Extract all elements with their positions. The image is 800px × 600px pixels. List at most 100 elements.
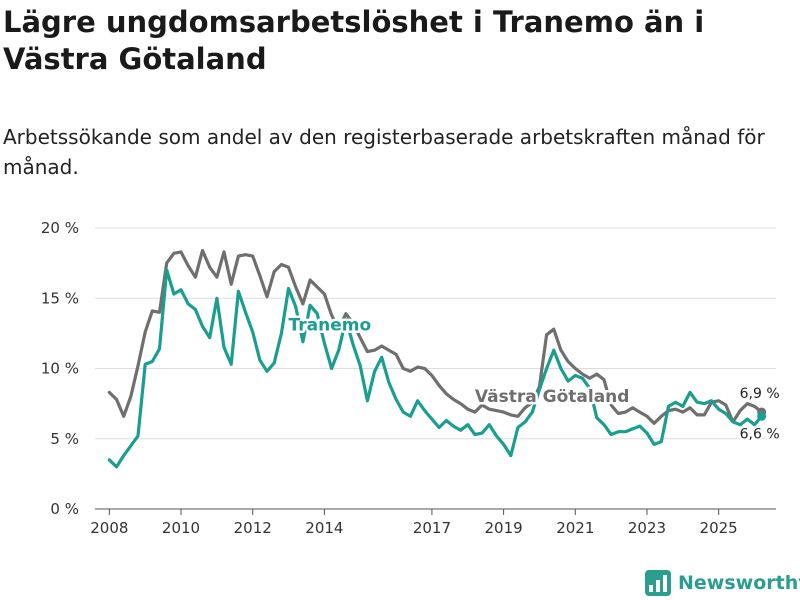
data-point-s1-71: [617, 431, 619, 433]
data-point-s1-24: [280, 332, 282, 334]
data-point-s0-80: [682, 411, 684, 413]
series-label-0: Västra Götaland: [475, 387, 630, 407]
data-point-s0-41: [402, 367, 404, 369]
data-point-s1-20: [252, 331, 254, 333]
data-point-s1-74: [639, 425, 641, 427]
end-value-label-0: 6,9 %: [740, 386, 780, 402]
data-point-s1-61: [545, 367, 547, 369]
data-point-s1-17: [230, 363, 232, 365]
x-tick-label: 2019: [485, 519, 523, 537]
data-point-s1-38: [381, 356, 383, 358]
data-point-s0-49: [459, 402, 461, 404]
data-point-s0-73: [631, 407, 633, 409]
data-point-s0-68: [596, 373, 598, 375]
data-point-s0-64: [567, 360, 569, 362]
data-point-s0-40: [395, 353, 397, 355]
data-point-s0-22: [266, 296, 268, 298]
data-point-s1-7: [158, 348, 160, 350]
data-point-s1-12: [194, 308, 196, 310]
x-tick-label: 2008: [90, 519, 128, 537]
data-point-s1-86: [725, 412, 727, 414]
x-axis: 2008 2010 2012 2014 2017 2019 2021 2023 2025: [90, 509, 738, 537]
data-point-s1-2: [123, 454, 125, 456]
data-point-s1-9: [173, 293, 175, 295]
data-point-s1-27: [302, 341, 304, 343]
data-point-s1-85: [718, 408, 720, 410]
data-point-s1-30: [323, 342, 325, 344]
data-point-s0-5: [144, 331, 146, 333]
data-point-s0-20: [252, 255, 254, 257]
data-point-s0-48: [452, 398, 454, 400]
data-point-s1-13: [201, 325, 203, 327]
y-tick-label: 5 %: [50, 430, 79, 448]
data-point-s0-35: [359, 336, 361, 338]
data-point-s1-28: [309, 304, 311, 306]
data-point-s1-53: [488, 424, 490, 426]
data-point-s1-77: [660, 440, 662, 442]
data-point-s1-76: [653, 443, 655, 445]
data-point-s1-10: [180, 289, 182, 291]
data-point-s1-25: [287, 287, 289, 289]
series-line-0: [107, 248, 764, 425]
data-point-s1-89: [746, 418, 748, 420]
data-point-s1-29: [316, 313, 318, 315]
data-point-s0-72: [624, 411, 626, 413]
data-point-s1-22: [266, 370, 268, 372]
data-point-s0-6: [151, 310, 153, 312]
data-point-s0-30: [323, 293, 325, 295]
x-tick-label: 2014: [305, 519, 343, 537]
data-point-s1-82: [696, 401, 698, 403]
data-point-s1-31: [330, 367, 332, 369]
data-point-s1-66: [581, 377, 583, 379]
data-point-s1-80: [682, 405, 684, 407]
data-point-s0-29: [316, 286, 318, 288]
data-point-s1-69: [603, 424, 605, 426]
data-point-s1-70: [610, 433, 612, 435]
data-point-s0-83: [703, 414, 705, 416]
x-tick-label: 2025: [700, 519, 738, 537]
data-point-s0-25: [287, 266, 289, 268]
data-point-s0-76: [653, 422, 655, 424]
data-point-s1-55: [502, 443, 504, 445]
data-point-s0-23: [273, 270, 275, 272]
data-point-s0-54: [495, 409, 497, 411]
data-point-s1-34: [352, 343, 354, 345]
data-point-s1-26: [295, 306, 297, 308]
data-point-s0-19: [244, 254, 246, 256]
data-point-s0-3: [130, 395, 132, 397]
data-point-s1-0: [108, 459, 110, 461]
data-point-s1-65: [574, 374, 576, 376]
data-point-s0-33: [345, 313, 347, 315]
end-value-label-1: 6,6 %: [740, 426, 780, 442]
data-point-s0-13: [201, 249, 203, 251]
data-point-s0-42: [409, 370, 411, 372]
data-point-s0-16: [223, 251, 225, 253]
data-point-s0-53: [488, 408, 490, 410]
y-tick-label: 15 %: [41, 289, 79, 307]
data-point-s1-21: [259, 359, 261, 361]
series-lines: [107, 248, 767, 469]
data-point-s1-56: [510, 454, 512, 456]
data-point-s1-87: [732, 421, 734, 423]
data-point-s0-38: [381, 345, 383, 347]
data-point-s0-85: [718, 400, 720, 402]
data-point-s0-88: [739, 409, 741, 411]
data-point-s0-12: [194, 276, 196, 278]
data-point-s0-56: [510, 414, 512, 416]
data-point-s1-6: [151, 360, 153, 362]
data-point-s0-65: [574, 367, 576, 369]
brand-logo[interactable]: Newsworthy: [645, 570, 800, 596]
data-point-s0-27: [302, 303, 304, 305]
data-point-s0-66: [581, 373, 583, 375]
data-point-s0-10: [180, 251, 182, 253]
data-point-s1-4: [137, 435, 139, 437]
data-point-s0-71: [617, 412, 619, 414]
data-point-s0-62: [553, 328, 555, 330]
data-point-s1-41: [402, 411, 404, 413]
data-point-s1-40: [395, 398, 397, 400]
data-point-s1-47: [445, 419, 447, 421]
data-point-s1-50: [467, 424, 469, 426]
data-point-s0-24: [280, 263, 282, 265]
data-point-s1-42: [409, 415, 411, 417]
